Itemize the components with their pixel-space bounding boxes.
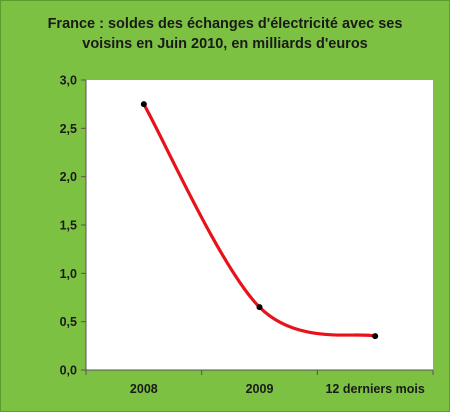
x-tick-label: 12 derniers mois (325, 382, 424, 396)
data-point (140, 101, 147, 108)
chart-title-line-2: voisins en Juin 2010, en milliards d'eur… (82, 36, 368, 52)
data-point (372, 333, 379, 340)
y-tick-label: 0,5 (60, 315, 77, 329)
chart-title: France : soldes des échanges d'électrici… (0, 14, 450, 54)
data-points (140, 101, 379, 340)
y-tick-label: 2,5 (60, 122, 77, 136)
x-tick-label: 2008 (130, 382, 158, 396)
y-tick-label: 1,5 (60, 219, 77, 233)
plot-area (86, 80, 433, 370)
y-tick-label: 0,0 (60, 364, 77, 378)
y-tick-label: 2,0 (60, 170, 77, 184)
x-axis-ticks: 2008 2009 12 derniers mois (85, 370, 434, 396)
data-point (256, 304, 263, 311)
y-axis-ticks: 0,0 0,5 1,0 1,5 2,0 2,5 3,0 (60, 74, 86, 378)
chart-title-line-1: France : soldes des échanges d'électrici… (47, 16, 403, 32)
x-tick-label: 2009 (246, 382, 274, 396)
series-line (142, 102, 377, 338)
y-tick-label: 3,0 (60, 74, 77, 88)
y-tick-label: 1,0 (60, 267, 77, 281)
